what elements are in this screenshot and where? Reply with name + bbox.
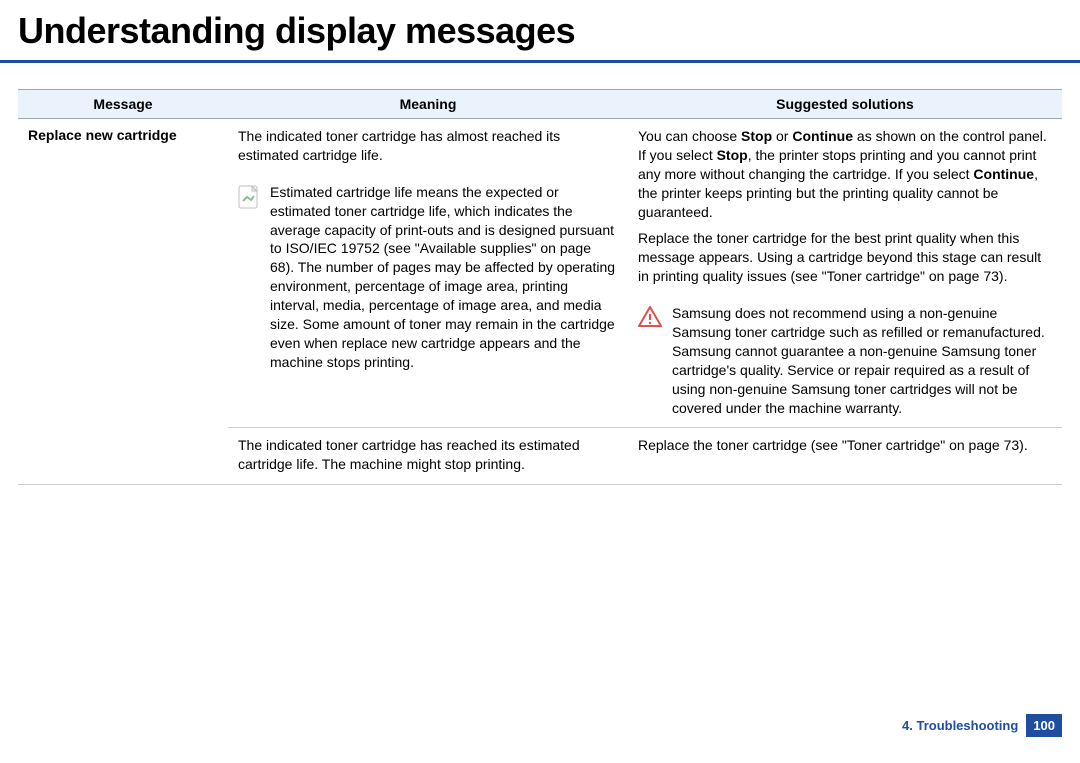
- table-row: Replace new cartridge The indicated tone…: [18, 119, 1062, 428]
- header-meaning: Meaning: [228, 90, 628, 119]
- solution-para-2: Replace the toner cartridge for the best…: [638, 229, 1052, 286]
- bold-stop: Stop: [741, 128, 772, 144]
- footer-section: 4. Troubleshooting: [902, 718, 1018, 733]
- warning-icon: [638, 306, 662, 328]
- bold-continue: Continue: [792, 128, 853, 144]
- text: or: [772, 128, 792, 144]
- meaning-text: The indicated toner cartridge has reache…: [238, 436, 618, 474]
- note-box: Estimated cartridge life means the expec…: [238, 183, 618, 372]
- note-text: Estimated cartridge life means the expec…: [270, 183, 618, 372]
- page-footer: 4. Troubleshooting 100: [902, 714, 1062, 737]
- meaning-cell-2: The indicated toner cartridge has reache…: [228, 428, 628, 485]
- solution-cell: You can choose Stop or Continue as shown…: [628, 119, 1062, 428]
- meaning-intro: The indicated toner cartridge has almost…: [238, 127, 618, 165]
- header-solutions: Suggested solutions: [628, 90, 1062, 119]
- solution-para-1: You can choose Stop or Continue as shown…: [638, 127, 1052, 221]
- bold-continue: Continue: [973, 166, 1034, 182]
- title-rule: [0, 60, 1080, 63]
- header-message: Message: [18, 90, 228, 119]
- text: You can choose: [638, 128, 741, 144]
- meaning-cell: The indicated toner cartridge has almost…: [228, 119, 628, 428]
- solution-cell-2: Replace the toner cartridge (see "Toner …: [628, 428, 1062, 485]
- footer-page-number: 100: [1026, 714, 1062, 737]
- table-header-row: Message Meaning Suggested solutions: [18, 90, 1062, 119]
- warning-box: Samsung does not recommend using a non-g…: [638, 304, 1052, 417]
- page-title: Understanding display messages: [0, 0, 1080, 60]
- messages-table: Message Meaning Suggested solutions Repl…: [18, 89, 1062, 485]
- message-cell: Replace new cartridge: [18, 119, 228, 485]
- solution-text: Replace the toner cartridge (see "Toner …: [638, 436, 1052, 455]
- bold-stop: Stop: [717, 147, 748, 163]
- note-icon: [238, 185, 260, 211]
- warning-text: Samsung does not recommend using a non-g…: [672, 304, 1052, 417]
- content-area: Message Meaning Suggested solutions Repl…: [0, 89, 1080, 485]
